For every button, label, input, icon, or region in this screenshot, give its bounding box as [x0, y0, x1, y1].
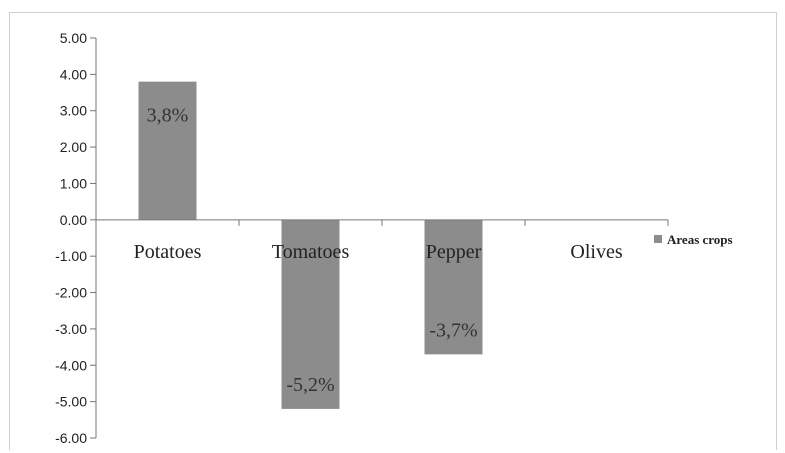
- y-tick-label: 2.00: [60, 139, 87, 155]
- legend: Areas crops: [654, 232, 733, 247]
- bar-pepper: [424, 219, 483, 355]
- y-axis: 5.00 4.00 3.00 2.00 1.00 0.00 -1.00 -2.00 -3.00 -…: [55, 30, 97, 446]
- y-tick-label: 3.00: [60, 103, 87, 119]
- y-tick-label: -5.00: [55, 394, 87, 410]
- bars: [138, 81, 483, 409]
- y-tick-label: -1.00: [55, 248, 87, 264]
- bar-potatoes: [138, 81, 197, 220]
- y-tick-label: 0.00: [60, 212, 87, 228]
- y-tick-label: -4.00: [55, 357, 87, 373]
- chart-frame: [9, 12, 777, 450]
- y-tick-label: -6.00: [55, 430, 87, 446]
- y-tick-label: 5.00: [60, 30, 87, 46]
- data-label: 3,8%: [147, 105, 189, 127]
- data-label: -3,7%: [429, 319, 477, 341]
- data-labels: 3,8% -5,2% -3,7%: [147, 105, 478, 396]
- x-tick-label: Tomatoes: [272, 241, 350, 263]
- x-tick-label: Potatoes: [134, 241, 202, 263]
- legend-label: Areas crops: [667, 232, 733, 247]
- legend-swatch: [654, 235, 662, 243]
- y-tick-label: 4.00: [60, 66, 87, 82]
- data-label: -5,2%: [286, 374, 334, 396]
- bar-tomatoes: [281, 219, 340, 409]
- y-tick-label: -3.00: [55, 321, 87, 337]
- y-tick-label: -2.00: [55, 285, 87, 301]
- x-axis: Potatoes Tomatoes Pepper Olives: [95, 219, 669, 263]
- x-tick-label: Pepper: [426, 241, 482, 263]
- y-tick-label: 1.00: [60, 175, 87, 191]
- x-tick-label: Olives: [570, 241, 622, 263]
